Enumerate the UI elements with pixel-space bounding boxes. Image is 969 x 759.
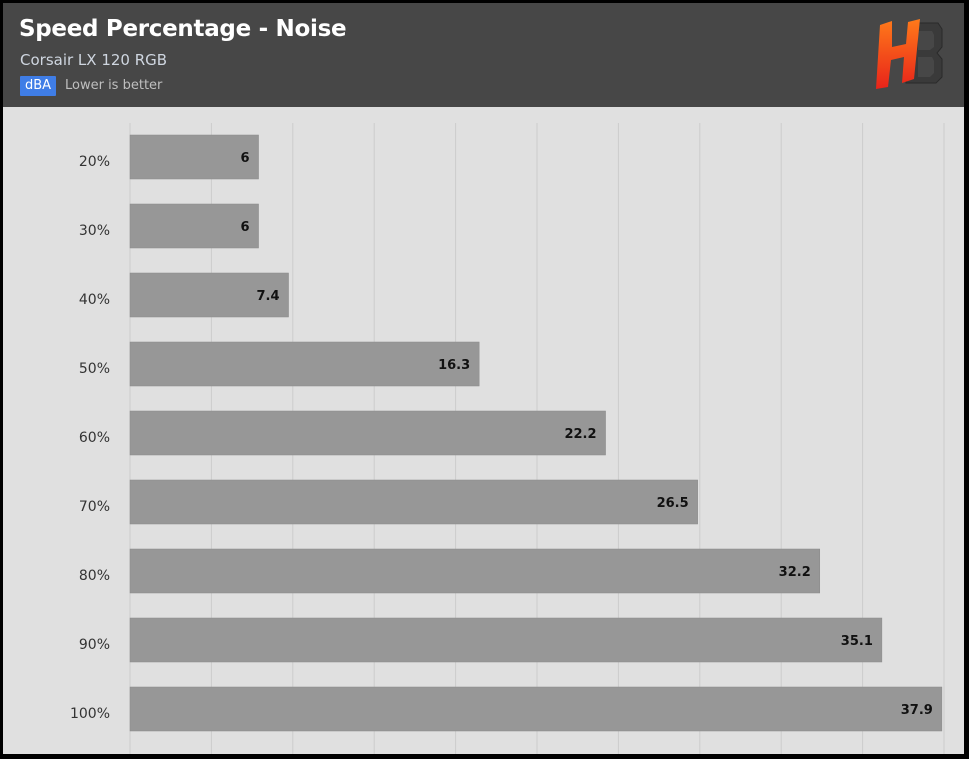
category-labels: 20% 30% 40% 50% 60% 70% 80% 90% 100% — [70, 154, 110, 722]
bar — [129, 134, 259, 180]
category-label: 50% — [79, 361, 110, 377]
category-label: 30% — [79, 223, 110, 239]
chart-note: Lower is better — [65, 78, 163, 93]
data-label: 32.2 — [779, 565, 811, 580]
category-label: 100% — [70, 706, 110, 722]
data-label: 6 — [240, 151, 249, 166]
data-label: 6 — [240, 220, 249, 235]
bar — [129, 617, 883, 663]
data-label: 35.1 — [841, 634, 873, 649]
bar — [129, 272, 289, 318]
bar — [129, 410, 606, 456]
bar-series: 6 6 7.4 16.3 22.2 26.5 32.2 35.1 37.9 — [129, 134, 943, 732]
chart-subtitle: Corsair LX 120 RGB — [20, 51, 168, 69]
category-label: 60% — [79, 430, 110, 446]
data-label: 7.4 — [256, 289, 279, 304]
category-label: 80% — [79, 568, 110, 584]
bar — [129, 686, 943, 732]
hb-logo-icon — [876, 19, 943, 89]
chart-title: Speed Percentage - Noise — [19, 16, 347, 42]
bar-chart: 6 6 7.4 16.3 22.2 26.5 32.2 35.1 37.9 20% 30% 40% 5… — [70, 123, 945, 754]
data-label: 22.2 — [564, 427, 596, 442]
unit-badge: dBA — [20, 76, 57, 96]
category-label: 40% — [79, 292, 110, 308]
data-label: 37.9 — [901, 703, 933, 718]
chart-frame: Speed Percentage - Noise Corsair LX 120 … — [3, 3, 964, 754]
bar — [129, 548, 821, 594]
category-label: 20% — [79, 154, 110, 170]
category-label: 90% — [79, 637, 110, 653]
bar — [129, 479, 698, 525]
bar — [129, 203, 259, 249]
data-label: 16.3 — [438, 358, 470, 373]
category-label: 70% — [79, 499, 110, 515]
bar — [129, 341, 480, 387]
chart-header: Speed Percentage - Noise Corsair LX 120 … — [3, 3, 964, 107]
data-label: 26.5 — [657, 496, 689, 511]
